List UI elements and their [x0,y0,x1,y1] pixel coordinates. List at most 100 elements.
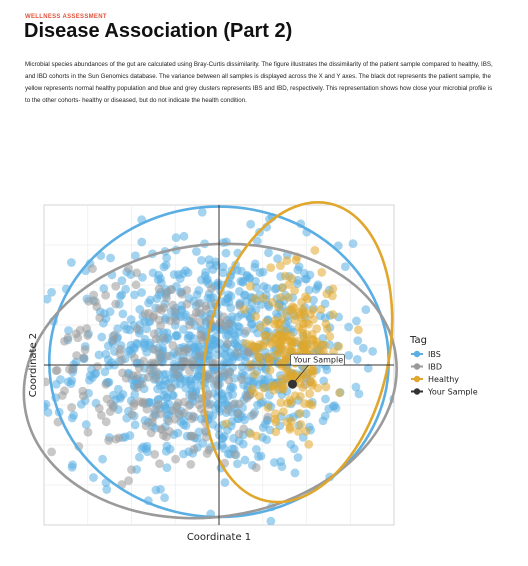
point-ibs [368,346,378,356]
point-healthy [271,409,280,419]
point-ibs [320,411,330,421]
point-ibs [202,275,212,284]
point-ibs [183,333,193,343]
point-ibd [182,344,192,354]
point-ibs [97,332,107,342]
point-healthy [286,305,296,315]
point-ibd [202,449,212,458]
point-healthy [267,298,277,307]
point-ibd [72,351,82,360]
legend-title: Tag [409,335,427,346]
page-title: Disease Association (Part 2) [24,20,293,42]
point-ibd [83,427,93,437]
point-ibs [344,322,354,332]
point-ibs [66,258,76,267]
point-ibd [161,432,171,442]
point-ibs [120,320,129,330]
point-ibs [158,370,168,380]
point-ibd [197,335,207,345]
point-ibd [170,365,180,374]
point-ibs [252,236,262,246]
point-ibs [104,361,114,371]
point-ibs [293,453,303,462]
point-ibd [92,302,102,312]
point-ibd [111,434,121,444]
point-ibd [111,281,121,291]
point-ibs [89,473,98,482]
point-ibs [232,459,242,469]
point-ibs [361,305,371,315]
point-healthy [246,359,255,369]
point-healthy [256,322,265,332]
point-ibs [81,420,91,429]
point-healthy [305,389,315,399]
point-ibs [159,262,169,272]
point-ibs [113,384,123,394]
point-ibs [126,340,136,350]
point-healthy [307,400,317,410]
point-ibd [189,444,199,454]
legend-item-label: IBS [428,350,441,359]
point-healthy [267,382,277,391]
point-ibd [187,414,197,424]
point-ibs [115,291,125,301]
point-ibd [184,401,194,410]
point-ibs [250,259,260,269]
point-healthy [301,426,311,436]
point-ibs [290,468,300,478]
point-ibs [256,451,266,461]
point-ibd [233,409,243,419]
point-ibd [140,309,150,319]
point-ibs [273,254,282,264]
point-ibs [289,444,299,454]
legend-item-label: Healthy [428,375,459,384]
point-healthy [252,431,262,441]
point-ibs [171,233,181,243]
point-healthy [261,317,271,327]
point-ibs [71,357,81,367]
point-healthy [295,409,305,418]
point-healthy [328,310,338,319]
point-healthy [282,256,292,266]
point-healthy [322,289,332,299]
point-ibs [137,237,147,247]
point-ibs [116,392,125,402]
point-ibs [100,367,110,377]
point-ibd [194,307,204,317]
point-healthy [296,419,306,429]
point-ibd [185,366,195,376]
point-ibd [79,353,88,363]
point-healthy [300,399,309,409]
point-ibs [154,270,164,280]
point-ibd [60,386,69,396]
point-healthy [335,388,344,398]
point-ibs [233,321,243,331]
point-ibs [219,432,229,441]
point-ibd [111,299,121,309]
point-ibs [352,316,361,326]
point-ibs [321,394,330,404]
point-ibd [204,400,214,410]
point-ibs [266,516,276,525]
point-ibd [219,312,229,322]
point-ibd [166,383,176,392]
point-healthy [317,267,327,277]
point-healthy [301,292,310,302]
point-ibd [139,356,149,366]
your-sample-callout: Your Sample [290,353,345,385]
point-ibd [145,365,155,375]
point-ibs [246,319,256,329]
point-ibs [264,248,273,258]
point-ibd [96,410,106,420]
point-ibd [154,304,164,314]
point-ibd [186,431,196,441]
point-ibd [201,304,211,314]
legend-swatch [413,388,421,395]
point-ibd [193,299,203,309]
point-ibd [142,404,152,414]
point-ibd [106,399,116,409]
point-ibd [248,410,258,419]
point-ibd [223,339,232,349]
point-ibd [156,321,165,331]
point-ibs [352,355,362,364]
